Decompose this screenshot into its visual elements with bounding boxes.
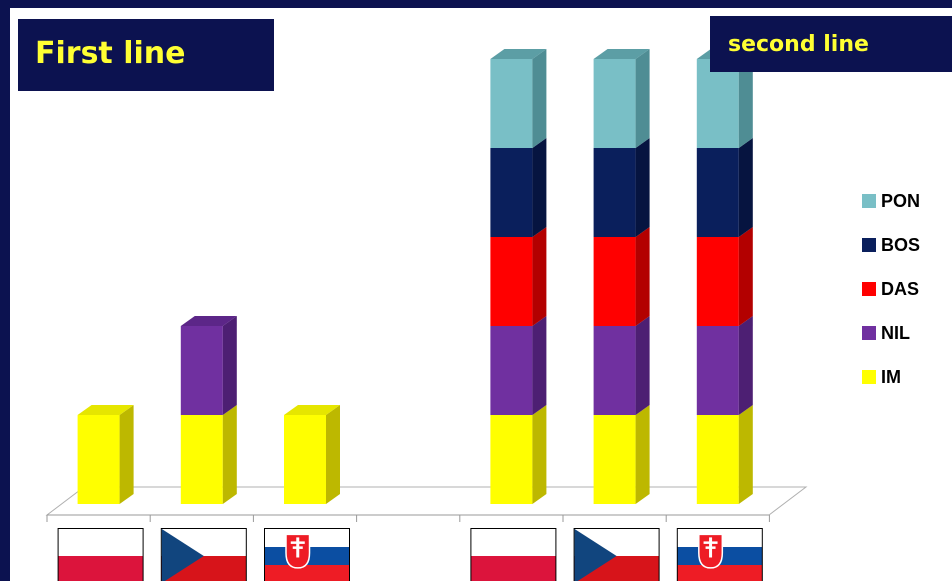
flag-slovakia-icon [676, 528, 763, 581]
second-line-title-box: second line [710, 16, 952, 72]
flag-czech-republic-icon [160, 528, 247, 581]
flag-slovakia-icon [264, 528, 350, 581]
bar-segment-bos [696, 138, 753, 237]
chart-frame [10, 8, 952, 581]
bar-segment-nil [696, 316, 753, 415]
bar-segment-pon [593, 49, 650, 148]
flag-poland-icon [470, 528, 557, 581]
legend-swatch [862, 282, 876, 296]
legend-item-nil: NIL [862, 323, 910, 343]
legend-label: NIL [881, 323, 910, 343]
bar-segment-das [490, 227, 547, 326]
legend-swatch [862, 238, 876, 252]
bar-segment-im [77, 405, 134, 504]
legend-swatch [862, 326, 876, 340]
chart-floor [45, 486, 808, 516]
legend-label: DAS [881, 279, 919, 299]
bar-segment-im [593, 405, 650, 504]
bar-segment-bos [593, 138, 650, 237]
bar-segment-das [593, 227, 650, 326]
bar-segment-nil [593, 316, 650, 415]
legend-swatch [862, 370, 876, 384]
bar-segment-im [490, 405, 547, 504]
second-line-title: second line [728, 32, 869, 57]
bar-top-cap [593, 49, 650, 59]
bar-segment-nil [180, 316, 237, 415]
bar-segment-im [284, 405, 340, 504]
legend-label: IM [881, 367, 901, 387]
bar-top-cap [77, 405, 134, 415]
bar-segment-im [696, 405, 753, 504]
bars-group [77, 49, 753, 504]
legend-item-das: DAS [862, 279, 919, 299]
category-flags [57, 528, 763, 581]
legend-item-bos: BOS [862, 235, 920, 255]
bar-segment-bos [490, 138, 547, 237]
legend-label: PON [881, 191, 920, 211]
bar-top-cap [180, 316, 237, 326]
legend-item-im: IM [862, 367, 901, 387]
bar-segment-das [696, 227, 753, 326]
legend-swatch [862, 194, 876, 208]
first-line-title: First line [35, 36, 186, 71]
legend-item-pon: PON [862, 191, 920, 211]
x-axis-ticks [46, 515, 770, 522]
bar-top-cap [490, 49, 547, 59]
legend: PON BOS DAS NIL IM [862, 191, 920, 387]
bar-segment-nil [490, 316, 547, 415]
bar-segment-im [180, 405, 237, 504]
flag-poland-icon [57, 528, 144, 581]
bar-segment-pon [696, 49, 753, 148]
legend-label: BOS [881, 235, 920, 255]
bar-segment-pon [490, 49, 547, 148]
first-line-title-box: First line [18, 19, 274, 91]
flag-czech-republic-icon [573, 528, 660, 581]
bar-top-cap [284, 405, 340, 415]
